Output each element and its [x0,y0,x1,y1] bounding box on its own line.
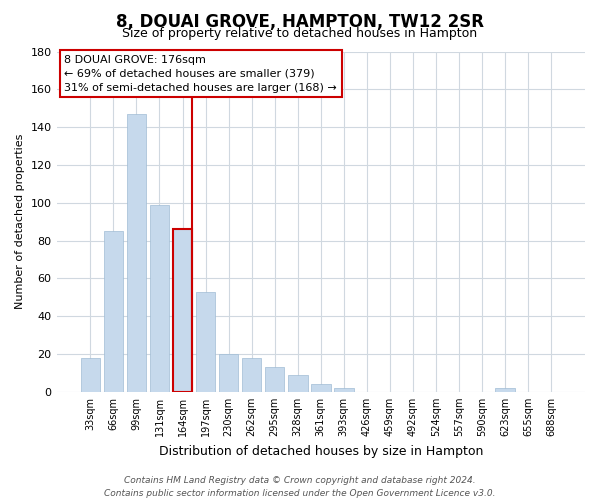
Bar [288,375,308,392]
Bar [127,114,146,392]
Bar [265,367,284,392]
Bar [334,388,353,392]
Text: Size of property relative to detached houses in Hampton: Size of property relative to detached ho… [122,28,478,40]
Bar [173,229,193,392]
Bar [196,292,215,392]
Bar [311,384,331,392]
X-axis label: Distribution of detached houses by size in Hampton: Distribution of detached houses by size … [158,444,483,458]
Bar [496,388,515,392]
Bar [104,231,123,392]
Bar [149,204,169,392]
Bar [173,229,193,392]
Text: 8, DOUAI GROVE, HAMPTON, TW12 2SR: 8, DOUAI GROVE, HAMPTON, TW12 2SR [116,12,484,30]
Bar [219,354,238,392]
Text: Contains HM Land Registry data © Crown copyright and database right 2024.
Contai: Contains HM Land Registry data © Crown c… [104,476,496,498]
Y-axis label: Number of detached properties: Number of detached properties [15,134,25,310]
Bar [80,358,100,392]
Bar [242,358,262,392]
Text: 8 DOUAI GROVE: 176sqm
← 69% of detached houses are smaller (379)
31% of semi-det: 8 DOUAI GROVE: 176sqm ← 69% of detached … [64,55,337,93]
